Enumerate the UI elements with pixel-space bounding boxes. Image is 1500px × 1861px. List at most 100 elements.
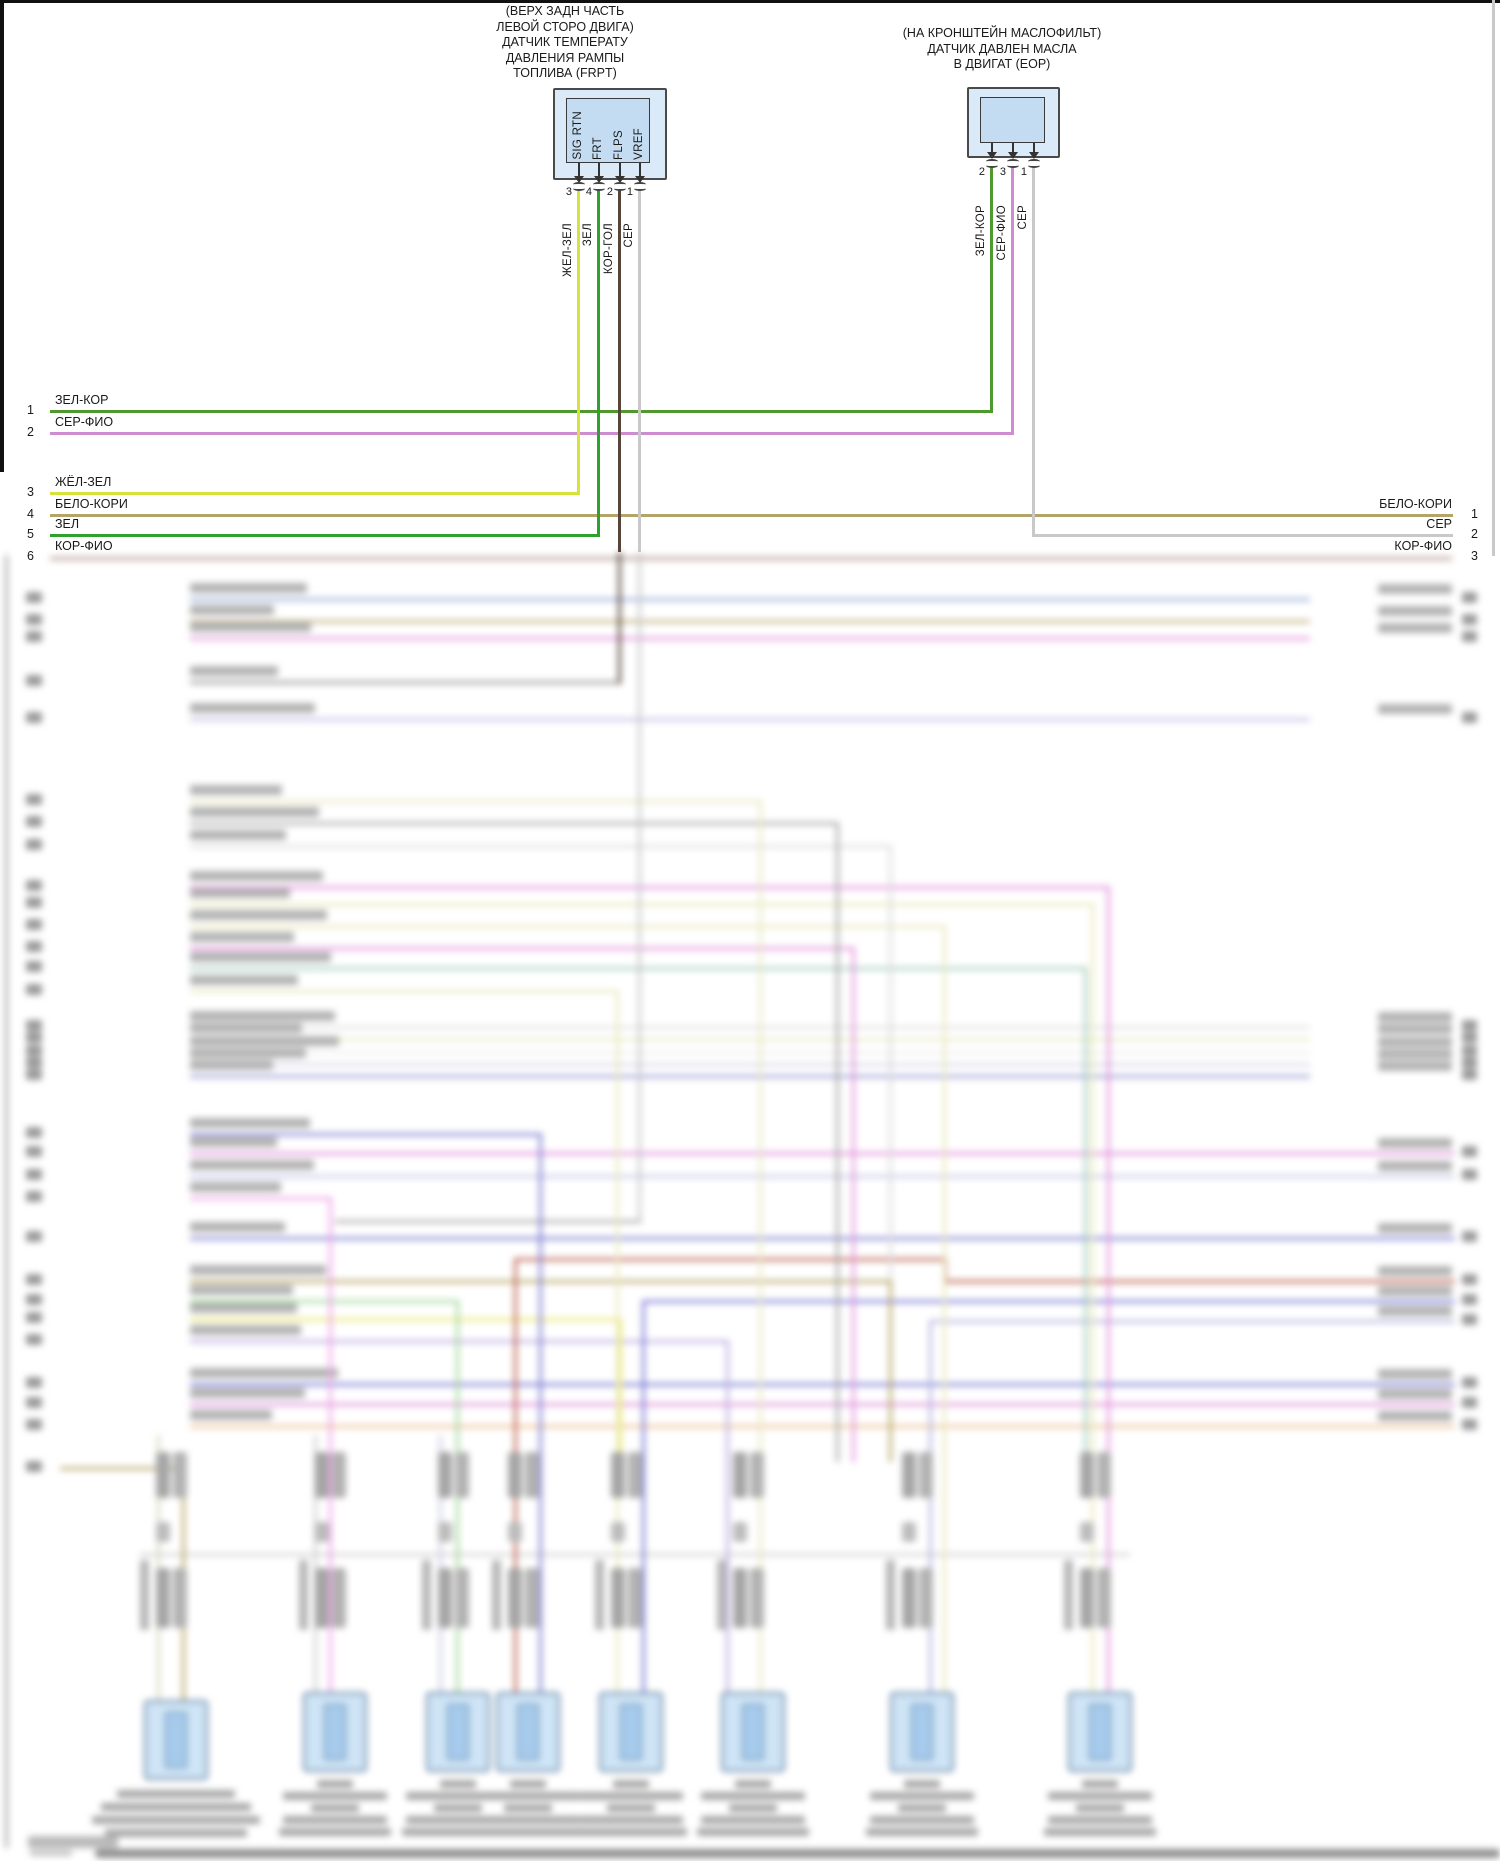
column-connector-blob [628, 1568, 642, 1628]
wire-row [515, 1258, 946, 1261]
wire-row [190, 990, 618, 993]
row-label-blur [190, 1265, 326, 1275]
eop-sensor-title: (НА КРОНШТЕЙН МАСЛОФИЛЬТ) ДАТЧИК ДАВЛЕН … [872, 26, 1132, 73]
column-label-blur [717, 1560, 726, 1630]
left-row-wire-label: КОР-ФИО [55, 539, 113, 553]
row-label-blur [190, 1036, 339, 1046]
wire-row [140, 1553, 1130, 1556]
column-label-blur [595, 1560, 604, 1630]
wire-row [643, 1300, 1455, 1303]
wire-vertical [726, 1340, 729, 1692]
connector-caption-blur [579, 1816, 683, 1824]
pin-arrow-line [639, 163, 641, 176]
row-number-blur [26, 941, 42, 952]
left-row-wire-label: СЕР-ФИО [55, 415, 114, 429]
wire-row [190, 1152, 1455, 1155]
wire-vertical [638, 552, 641, 1223]
row-label-blur [190, 952, 331, 962]
connector-box-inner [324, 1704, 346, 1760]
row-label-blur [190, 807, 319, 817]
eop-wire-color-label: СЕР [1017, 205, 1029, 230]
connector-caption-blur [406, 1816, 510, 1824]
row-label-blur [1378, 1266, 1452, 1276]
row-number-blur [26, 1032, 42, 1043]
connector-box-inner [447, 1704, 469, 1760]
row-number-blur [26, 961, 42, 972]
connector-break-icon [614, 186, 626, 191]
wire-row [190, 1300, 458, 1303]
page-border-left [0, 0, 4, 472]
column-connector-blob [438, 1568, 452, 1628]
row-label-blur [190, 910, 327, 920]
wire-row [190, 637, 1310, 640]
column-connector-blob [525, 1452, 539, 1498]
row-number-blur [1462, 1274, 1477, 1285]
wire-vertical [616, 990, 619, 1692]
column-connector-blob [902, 1452, 916, 1498]
column-connector-blob [1080, 1568, 1094, 1628]
column-connector-blob [919, 1452, 933, 1498]
frpt-wire-color-label: КОР-ГОЛ [603, 223, 615, 275]
watermark-blur [28, 1836, 118, 1848]
connector-caption-blur [510, 1780, 546, 1788]
left-row-number: 6 [27, 549, 34, 563]
wire-segment [577, 189, 580, 495]
column-connector-blob [315, 1452, 329, 1498]
column-connector-blob [332, 1568, 346, 1628]
page-border-right [1492, 0, 1495, 556]
connector-caption-blur [440, 1780, 476, 1788]
column-connector-blob [750, 1568, 764, 1628]
connector-caption-blur [1044, 1828, 1156, 1836]
row-label-blur [190, 1388, 305, 1398]
connector-break-icon [614, 182, 626, 187]
left-row-wire-label: БЕЛО-КОРИ [55, 497, 128, 511]
row-number-blur [1462, 1045, 1477, 1056]
frpt-pin-signal: FLPS [613, 130, 625, 160]
pin-arrow-line [598, 163, 600, 176]
wire-row [190, 1383, 1455, 1386]
wire-row [190, 1051, 1310, 1054]
connector-caption-blur [1076, 1804, 1124, 1812]
column-connector-blob [438, 1452, 452, 1498]
row-label-blur [190, 1137, 277, 1147]
wire-row [190, 925, 945, 928]
row-label-blur [1378, 1024, 1452, 1034]
row-number-blur [26, 592, 42, 603]
row-label-blur [190, 888, 290, 898]
wire-row [190, 681, 620, 684]
row-label-blur [1378, 1138, 1452, 1148]
column-connector-blob [611, 1452, 625, 1498]
wire-row [190, 1038, 1310, 1041]
row-number-blur [26, 897, 42, 908]
eop-connector-inner-box [980, 97, 1045, 143]
row-number-blur [1462, 1397, 1477, 1408]
wire-vertical [314, 1435, 317, 1692]
column-label-blur [422, 1560, 431, 1630]
eop-pin-number: 3 [999, 166, 1006, 178]
wire-vertical [889, 845, 892, 1282]
row-number-blur [26, 1146, 42, 1157]
connector-caption-blur [579, 1792, 683, 1800]
column-connector-blob [1080, 1522, 1094, 1542]
row-number-blur [1462, 1231, 1477, 1242]
connector-break-icon [986, 163, 998, 168]
connector-break-icon [1028, 159, 1040, 164]
column-connector-blob [733, 1568, 747, 1628]
wire-row [930, 1320, 1455, 1323]
column-label-blur [886, 1560, 895, 1630]
connector-caption-blur [870, 1816, 974, 1824]
pin-arrow-line [991, 143, 993, 152]
row-number-blur [26, 1334, 42, 1345]
wire-row [190, 1133, 541, 1136]
right-row-wire-label: СЕР [1426, 517, 1452, 531]
connector-caption-blur [317, 1780, 353, 1788]
row-label-blur [1378, 1389, 1452, 1399]
connector-caption-blur [279, 1828, 391, 1836]
row-label-blur [190, 1410, 272, 1420]
right-row-number: 2 [1471, 527, 1478, 541]
wire-segment [50, 514, 1453, 517]
wire-row [190, 1237, 1455, 1240]
left-row-number: 3 [27, 485, 34, 499]
wire-row [335, 1220, 642, 1223]
pin-arrow-line [1033, 143, 1035, 152]
